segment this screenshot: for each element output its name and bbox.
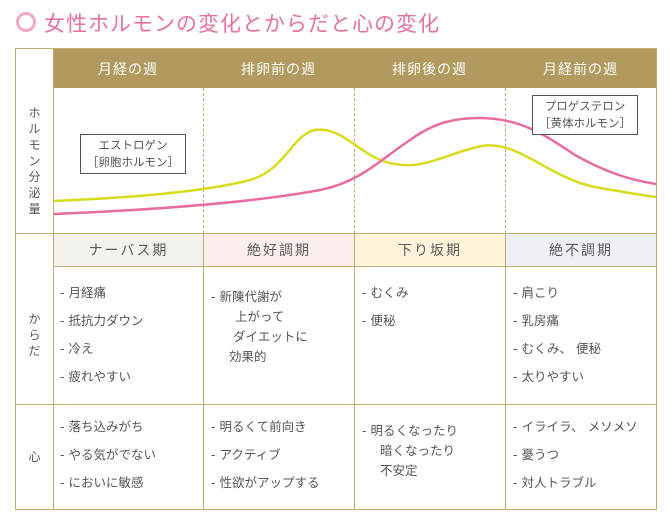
list-item: - アクティブ xyxy=(211,447,281,462)
list-item-continued: 暗くなったり xyxy=(380,443,456,458)
list-item: - 抵抗力ダウン xyxy=(60,313,144,328)
list-item: - 便秘 xyxy=(362,313,396,328)
row-label-hormone-char: 分 xyxy=(28,169,41,184)
phase-peak: 絶好調期 xyxy=(204,234,354,266)
list-item: - 肩こり xyxy=(513,285,559,300)
list-item: - 太りやすい xyxy=(513,369,584,384)
divider xyxy=(15,233,657,234)
row-label-hormone-char: ン xyxy=(28,153,41,168)
progesterone-label: プロゲステロン ［黄体ホルモン］ xyxy=(532,95,638,135)
row-label-hormone-char: モ xyxy=(28,137,41,152)
row-label-body: か ら だ xyxy=(16,266,53,404)
list-item: - 明るくて前向き xyxy=(211,419,307,434)
list-item: - 疲れやすい xyxy=(60,369,131,384)
list-item-continued: ダイエットに xyxy=(233,329,308,344)
row-label-hormone-char: ル xyxy=(28,121,41,136)
list-item: - においに敏感 xyxy=(60,475,144,490)
list-item: - 月経痛 xyxy=(60,285,106,300)
estrogen-label: エストロゲン ［卵胞ホルモン］ xyxy=(80,134,186,174)
header-post-ovulation-week: 排卵後の週 xyxy=(354,49,505,88)
divider xyxy=(203,88,204,233)
mind-list-post-ovulation: - 明るくなったり 暗くなったり 不安定 xyxy=(362,417,458,481)
row-label-mind-char: 心 xyxy=(28,450,41,464)
mind-list-menstrual: - 落ち込みがち - やる気がでない - においに敏感 xyxy=(60,413,156,497)
body-list-pre-ovulation: - 新陳代謝が 上がって ダイエットに 効果的 xyxy=(211,283,308,367)
phase-worst: 絶不調期 xyxy=(506,234,656,266)
list-item: - 明るくなったり xyxy=(362,423,458,438)
progesterone-name: プロゲステロン xyxy=(544,99,626,113)
list-item: - 落ち込みがち xyxy=(60,419,144,434)
list-item: - 乳房痛 xyxy=(513,313,559,328)
list-item: - 新陳代謝が xyxy=(211,289,282,304)
row-label-hormone: ホ ル モ ン 分 泌 量 xyxy=(16,88,53,233)
list-item: - むくみ xyxy=(362,285,409,300)
list-item: - 対人トラブル xyxy=(513,475,597,490)
estrogen-name: エストロゲン xyxy=(98,138,168,152)
row-label-body-char: ら xyxy=(28,328,41,342)
divider xyxy=(354,233,355,510)
body-list-premenstrual: - 肩こり - 乳房痛 - むくみ、 便秘 - 太りやすい xyxy=(513,279,601,391)
table-frame xyxy=(15,48,657,510)
row-label-mind: 心 xyxy=(16,404,53,510)
divider xyxy=(53,49,54,510)
list-item-continued: 上がって xyxy=(235,309,285,324)
row-label-body-char: だ xyxy=(28,344,41,358)
divider xyxy=(505,233,506,510)
row-label-hormone-char: ホ xyxy=(28,105,41,120)
divider xyxy=(203,233,204,510)
body-list-post-ovulation: - むくみ - 便秘 xyxy=(362,279,408,335)
header-menstrual-week: 月経の週 xyxy=(53,49,203,88)
progesterone-subname: ［黄体ホルモン］ xyxy=(539,116,631,130)
body-list-menstrual: - 月経痛 - 抵抗力ダウン - 冷え - 疲れやすい xyxy=(60,279,143,391)
list-item: - 性欲がアップする xyxy=(211,475,320,490)
divider xyxy=(15,404,657,405)
divider xyxy=(505,88,506,233)
phase-nervous: ナーバス期 xyxy=(54,234,203,266)
mind-list-premenstrual: - イライラ、 メソメソ - 憂うつ - 対人トラブル xyxy=(513,413,638,497)
list-item-continued: 不安定 xyxy=(380,463,418,478)
circle-icon xyxy=(16,12,36,32)
mind-list-pre-ovulation: - 明るくて前向き - アクティブ - 性欲がアップする xyxy=(211,413,319,497)
list-item: - 冷え xyxy=(60,341,94,356)
page-title: 女性ホルモンの変化とからだと心の変化 xyxy=(44,12,440,36)
estrogen-subname: ［卵胞ホルモン］ xyxy=(87,155,179,169)
divider xyxy=(354,88,355,233)
header-pre-ovulation-week: 排卵前の週 xyxy=(203,49,354,88)
progesterone-curve xyxy=(53,116,657,216)
header-premenstrual-week: 月経前の週 xyxy=(505,49,656,88)
list-item: - むくみ、 便秘 xyxy=(513,341,601,356)
list-item: - やる気がでない xyxy=(60,447,156,462)
row-label-body-char: か xyxy=(28,312,41,326)
list-item: - イライラ、 メソメソ xyxy=(513,419,638,434)
divider xyxy=(54,266,657,267)
list-item: - 憂うつ xyxy=(513,447,559,462)
row-label-hormone-char: 量 xyxy=(28,201,41,216)
estrogen-curve xyxy=(53,128,657,203)
phase-decline: 下り坂期 xyxy=(355,234,505,266)
list-item-continued: 効果的 xyxy=(229,349,267,364)
row-label-hormone-char: 泌 xyxy=(28,185,41,200)
